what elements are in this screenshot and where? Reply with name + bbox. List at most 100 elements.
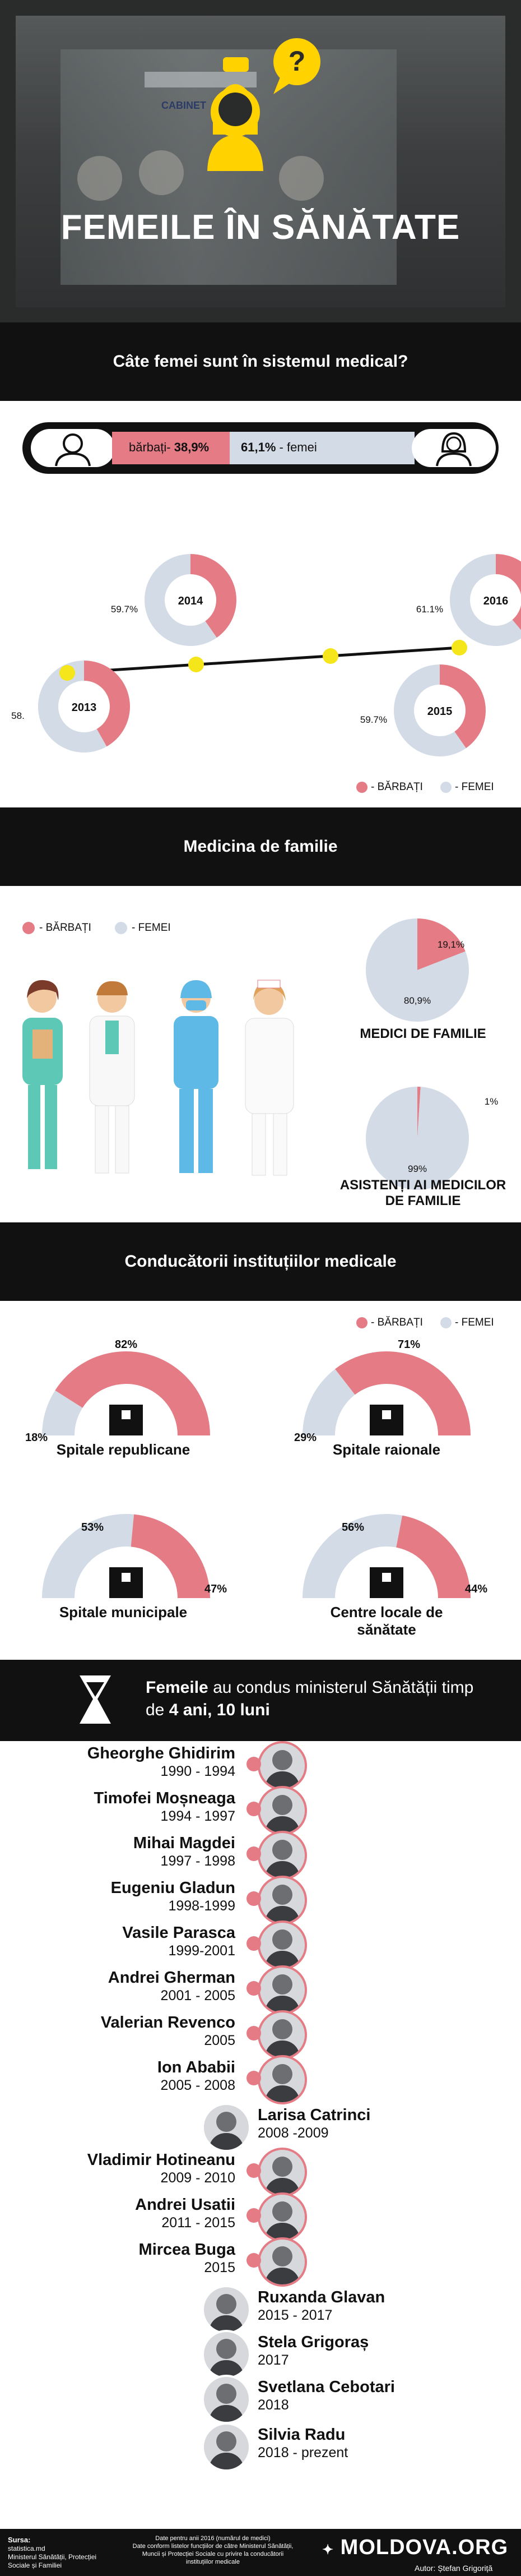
hospital-body — [109, 1405, 143, 1435]
section2-header: Medicina de familie — [0, 807, 521, 886]
legend-women-swatch — [440, 1317, 452, 1328]
pie-year-label: 2014 — [178, 595, 203, 607]
gauge-women-arc — [303, 1514, 403, 1598]
timeline-dot — [323, 648, 338, 664]
gauge-men-arc — [55, 1351, 210, 1435]
legend-women-swatch — [440, 782, 452, 793]
gauge-men-value: 44% — [465, 1583, 487, 1595]
legend-women-label: - FEMEI — [455, 781, 494, 793]
hero-person — [139, 150, 184, 195]
minister-dot — [246, 2253, 261, 2268]
minister-row: Ruxanda Glavan 2015 - 2017 — [0, 2285, 521, 2334]
legend-men-label: - BĂRBAȚI — [371, 781, 423, 793]
timeline-dot — [188, 657, 204, 672]
minister-avatar — [258, 1741, 307, 1790]
footer-note-line: instituțiilor medicale — [186, 2559, 240, 2565]
minister-row: Gheorghe Ghidirim 1990 - 1994 — [0, 1741, 521, 1790]
legend-women-swatch — [115, 922, 127, 934]
gauge-men-value: 82% — [115, 1338, 137, 1351]
minister-years: 2008 -2009 — [258, 2125, 329, 2141]
section1-header: Câte femei sunt în sistemul medical? — [0, 322, 521, 401]
minister-avatar — [258, 1786, 307, 1835]
gauge-women-top-value: 56% — [342, 1521, 364, 1534]
minister-avatar — [258, 1965, 307, 2015]
gauge-label-district: Spitale raionale — [332, 1441, 441, 1458]
footer-note: Date pentru anii 2016 (numărul de medici… — [112, 2535, 314, 2566]
footer-author: Autor: Ștefan Grigoriță — [415, 2564, 493, 2573]
minister-row: Andrei Usatii 2011 - 2015 — [0, 2192, 521, 2242]
minister-name: Timofei Moșneaga — [94, 1789, 235, 1807]
minister-avatar — [202, 2375, 251, 2424]
minister-row: Eugeniu Gladun 1998-1999 — [0, 1876, 521, 1925]
footer-source-line: statistica.md — [8, 2545, 45, 2552]
minister-dot — [246, 1891, 261, 1906]
minister-row: Stela Grigoraș 2017 — [0, 2330, 521, 2379]
minister-name: Ruxanda Glavan — [258, 2288, 385, 2306]
family-women-value: 80,9% — [404, 995, 431, 1006]
footer-note-line: Date pentru anii 2016 (numărul de medici… — [155, 2535, 271, 2542]
minister-row: Timofei Moșneaga 1994 - 1997 — [0, 1786, 521, 1835]
minister-avatar — [258, 2010, 307, 2060]
bar-women-fill — [230, 432, 415, 464]
family-pie-0-women-slice — [366, 918, 469, 1022]
gauge-women-arc — [303, 1369, 355, 1435]
minister-years: 2005 — [204, 2033, 235, 2048]
minister-years: 1990 - 1994 — [160, 1764, 235, 1779]
minister-dot — [246, 2071, 261, 2085]
legend-1: - BĂRBAȚI - FEMEI — [353, 779, 521, 796]
hero-sign-text: CABINET — [161, 100, 206, 111]
gauge-men-arc — [396, 1515, 471, 1598]
pie-year-label: 2013 — [72, 701, 97, 714]
minister-name: Valerian Revenco — [100, 2014, 235, 2032]
legend-men-label: - BĂRBAȚI — [39, 922, 91, 934]
yearly-pies-chart: 2013 58. 2014 59.7% 2015 59.7% 2016 61.1% — [11, 554, 521, 756]
family-assistants-label: ASISTENȚI AI MEDICILOR DE FAMILIE — [339, 1178, 506, 1208]
minister-row: Mircea Buga 2015 — [0, 2237, 521, 2287]
minister-name: Vladimir Hotineanu — [87, 2151, 235, 2169]
female-doctor-badge — [412, 429, 496, 467]
footer-source-line: Sociale și Familiei — [8, 2561, 62, 2569]
family-women-value: 99% — [408, 1164, 427, 1174]
pie-center-2014 — [165, 574, 216, 626]
minister-dot — [246, 2163, 261, 2178]
minister-years: 1997 - 1998 — [160, 1853, 235, 1869]
footer: Sursa: statistica.md Ministerul Sănătății… — [0, 2529, 521, 2576]
legend-men-swatch — [356, 782, 368, 793]
bar-men-fill — [112, 432, 230, 464]
minister-years: 2018 — [258, 2397, 289, 2413]
footer-note-line: Date conform listelor funcțiilor de cătr… — [132, 2543, 294, 2550]
minister-dot — [246, 1757, 261, 1771]
pie-center-2016 — [470, 574, 521, 626]
minister-years: 2011 - 2015 — [161, 2215, 235, 2231]
minister-avatar — [258, 2055, 307, 2104]
gauge-men-value: 47% — [204, 1583, 227, 1595]
minister-name: Svetlana Cebotari — [258, 2378, 395, 2396]
hospital-cross — [122, 1573, 131, 1582]
institutions-gauges: 18% 82% 29% 71% 47% 53% 44% 56% — [25, 1338, 487, 1598]
minister-row: Vasile Parasca 1999-2001 — [0, 1921, 521, 1970]
family-men-value: 1% — [485, 1096, 499, 1107]
hospital-icon — [109, 1405, 143, 1435]
gauge-men-value: 71% — [398, 1338, 420, 1351]
gauge-label-municipal: Spitale municipale — [59, 1604, 188, 1621]
family-pie-0-men-slice — [417, 918, 466, 970]
minister-dot — [246, 1936, 261, 1951]
minister-years: 1994 - 1997 — [160, 1808, 235, 1824]
hospital-body — [370, 1567, 403, 1598]
minister-avatar — [258, 2148, 307, 2197]
minister-dot — [246, 1846, 261, 1861]
minister-name: Vasile Parasca — [122, 1924, 235, 1942]
minister-dot — [246, 2208, 261, 2223]
hourglass-icon — [80, 1675, 111, 1724]
family-medicine-pies: 80,9% 19,1% 99% 1% — [365, 918, 499, 1190]
gauge-men-arc — [335, 1351, 471, 1435]
footer-source-lines: statistica.md Ministerul Sănătății, Prote… — [8, 2545, 96, 2570]
minister-years: 2001 - 2005 — [160, 1988, 235, 2003]
gauge-men-arc — [131, 1514, 210, 1598]
gauge-women-value: 18% — [25, 1432, 48, 1444]
footer-brand[interactable]: ✦ MOLDOVA.ORG — [322, 2536, 509, 2559]
pie-women-value: 59.7% — [111, 604, 138, 615]
minister-avatar — [258, 1831, 307, 1880]
minister-years: 2015 — [204, 2260, 235, 2275]
legend-men-swatch — [22, 922, 35, 934]
